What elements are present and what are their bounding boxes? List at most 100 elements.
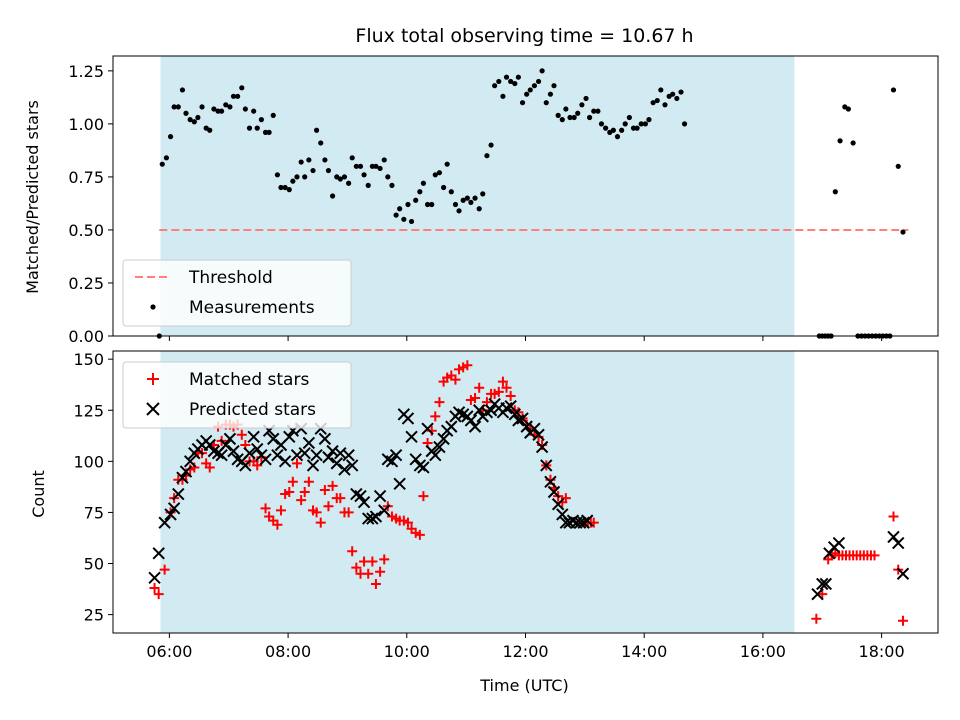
measurement-point [555,112,561,118]
predicted-point [573,516,587,529]
matched-point [327,480,338,491]
bottom-y-tick-label: 150 [73,350,104,369]
measurement-point [239,85,245,91]
predicted-point [298,446,311,460]
predicted-point [429,449,442,462]
legend-dot-swatch [150,304,156,310]
measurement-point [401,216,407,222]
measurement-point [515,74,521,80]
predicted-point [362,512,375,525]
matched-point [347,546,358,557]
matched-point [817,589,828,600]
measurement-point [432,172,438,178]
matched-point [375,566,386,577]
matched-point [291,458,302,469]
measurement-point [543,100,549,106]
legend-x-swatch [146,402,160,416]
measurement-point [397,206,403,212]
predicted-point [338,463,351,476]
measurement-point [634,125,640,131]
measurement-point [614,134,621,140]
measurement-point [159,161,165,167]
matched-point [470,393,481,403]
measurement-point [598,121,605,127]
matched-point [434,397,445,408]
measurement-point [211,106,217,112]
measurement-point [223,102,229,108]
measurement-point [377,165,383,172]
measurement-point [850,140,856,146]
measurement-point [595,108,601,114]
predicted-point [566,514,580,527]
predicted-point [811,587,824,601]
predicted-point [559,516,573,529]
measurement-point [591,108,597,114]
bottom-y-tick-label: 25 [84,606,104,625]
top-y-tick-label: 1.00 [68,115,104,134]
measurement-point [199,104,205,110]
predicted-point [532,428,545,441]
legend-plus-swatch [147,373,159,385]
predicted-point [464,414,478,427]
bottom-series-predicted-stars [148,397,910,601]
measurement-point [579,102,585,108]
matched-point [493,386,504,397]
measurement-point [381,157,387,163]
bottom-y-tick-label: 50 [84,555,104,574]
matched-point [319,484,330,495]
predicted-point [385,455,399,468]
matched-point [379,554,390,565]
measurement-point [452,201,459,208]
predicted-point [322,451,335,464]
measurement-point [503,74,510,80]
matched-point [275,505,286,516]
measurement-point [270,112,276,118]
predicted-point [581,514,594,527]
measurement-point [559,117,565,123]
measurement-point [183,110,189,116]
bottom-panel: 25 50 75 100 125 150 06:00 08:00 10:00 12:00 14:00… [73,350,939,661]
measurement-point [464,195,470,201]
measurement-point [662,102,668,108]
measurement-point [837,138,843,144]
predicted-point [413,459,427,472]
measurement-point [512,80,518,87]
measurement-point [282,184,288,191]
predicted-point [176,471,189,484]
top-y-tick-label: 1.25 [68,62,104,81]
predicted-point [437,432,450,446]
measurement-point [626,114,632,121]
predicted-point [544,475,557,488]
measurement-point [215,108,221,114]
x-tick-label: 18:00 [859,642,905,661]
measurement-point [567,114,573,121]
measurement-point [254,125,260,131]
matched-point [299,487,310,497]
predicted-point [267,432,280,446]
x-tick-label: 06:00 [146,642,192,661]
predicted-point [310,449,323,462]
matched-point [287,476,298,487]
matched-point [474,382,485,393]
matched-point [418,491,429,502]
measurement-point [385,174,391,180]
measurement-point [365,182,371,188]
measurement-point [242,106,248,112]
matched-point [153,589,164,600]
measurement-point [619,127,625,133]
predicted-point [283,430,296,444]
predicted-point [421,422,434,435]
predicted-point [172,487,185,501]
predicted-point [148,571,161,585]
measurement-point [670,91,676,97]
measurement-point [603,125,609,131]
measurement-point [290,178,296,184]
measurement-point [678,89,684,95]
measurement-point [251,108,257,114]
predicted-point [401,412,415,425]
top-y-tick-label: 0.25 [68,274,104,293]
measurement-point [658,87,664,93]
x-tick-label: 12:00 [502,642,548,661]
measurement-point [681,121,688,127]
measurement-point [472,195,478,201]
